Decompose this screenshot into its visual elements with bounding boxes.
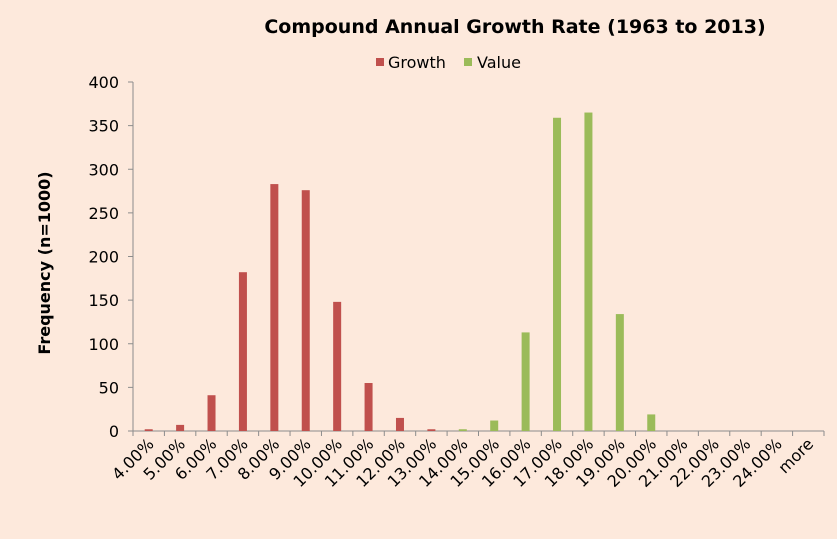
y-tick-label: 0 bbox=[109, 422, 119, 441]
legend-label-value: Value bbox=[477, 53, 521, 72]
bar-value bbox=[615, 314, 624, 431]
bar-growth bbox=[270, 184, 279, 431]
bar-growth bbox=[144, 429, 153, 431]
y-tick-label: 200 bbox=[88, 248, 119, 267]
bar-growth bbox=[238, 272, 247, 431]
bar-value bbox=[553, 117, 562, 432]
y-tick-label: 350 bbox=[88, 117, 119, 136]
y-tick-label: 400 bbox=[88, 73, 119, 92]
y-axis-ticks: 0 50 100 150 200 250 300 350 400 bbox=[88, 73, 133, 441]
bar-value bbox=[490, 420, 499, 431]
bar-value bbox=[584, 112, 593, 431]
bar-growth bbox=[301, 190, 310, 431]
axes bbox=[132, 82, 824, 432]
y-tick-label: 150 bbox=[88, 291, 119, 310]
bar-growth bbox=[333, 301, 342, 431]
bar-growth bbox=[176, 424, 185, 431]
x-tick-label: more bbox=[774, 434, 817, 477]
y-tick-label: 100 bbox=[88, 335, 119, 354]
bar-growth bbox=[395, 417, 404, 431]
y-tick-label: 300 bbox=[88, 160, 119, 179]
bar-growth bbox=[364, 383, 373, 431]
bars bbox=[144, 112, 656, 432]
bar-value bbox=[647, 414, 656, 431]
bar-value bbox=[521, 332, 530, 431]
y-axis-label: Frequency (n=1000) bbox=[35, 171, 54, 354]
legend: Growth Value bbox=[376, 53, 521, 72]
bar-value bbox=[458, 429, 467, 431]
legend-label-growth: Growth bbox=[388, 53, 446, 72]
bar-growth bbox=[427, 429, 436, 431]
y-tick-label: 50 bbox=[99, 378, 119, 397]
chart-title: Compound Annual Growth Rate (1963 to 201… bbox=[264, 16, 765, 38]
y-tick-label: 250 bbox=[88, 204, 119, 223]
x-axis-ticks: 4.00%5.00%6.00%7.00%8.00%9.00%10.00%11.0… bbox=[108, 431, 825, 491]
bar-growth bbox=[207, 395, 216, 431]
legend-swatch-value bbox=[464, 58, 472, 66]
legend-swatch-growth bbox=[376, 58, 384, 66]
